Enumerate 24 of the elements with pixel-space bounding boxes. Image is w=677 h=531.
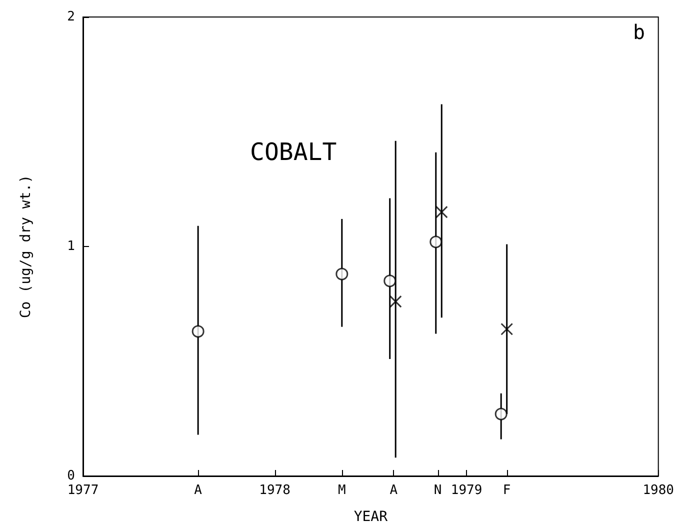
y-axis-title: Co (ug/g dry wt.) [18, 174, 34, 318]
x-tick-label: N [434, 483, 442, 498]
x-tick-label: 1978 [259, 483, 290, 498]
y-tick-label: 1 [67, 239, 75, 254]
x-tick-label: F [502, 483, 511, 498]
annotation: b [632, 20, 646, 44]
x-tick-label: M [338, 483, 346, 498]
point [435, 206, 448, 218]
x-axis-title: YEAR [354, 509, 388, 525]
point [430, 236, 442, 248]
x-tick-label: 1980 [642, 483, 674, 498]
point [384, 274, 396, 288]
annotation: COBALT [250, 138, 337, 166]
point [500, 322, 514, 336]
point [494, 408, 508, 420]
y-tick-label: 2 [67, 10, 75, 24]
x-tick-label: 1979 [450, 483, 482, 498]
x-tick-label: 1977 [67, 483, 99, 498]
point [336, 268, 348, 280]
x-tick-label: A [390, 483, 398, 498]
y-tick-label: 0 [67, 468, 75, 484]
point [389, 295, 402, 308]
point [192, 325, 204, 338]
x-tick-label: A [194, 483, 202, 498]
